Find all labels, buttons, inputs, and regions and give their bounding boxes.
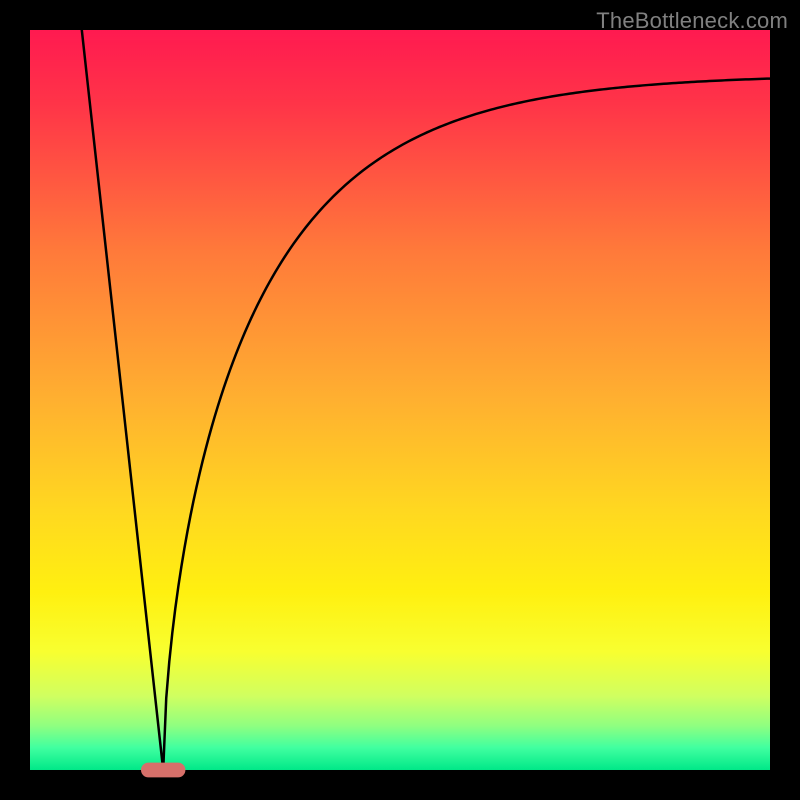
chart-container: TheBottleneck.com	[0, 0, 800, 800]
optimal-point-marker	[141, 763, 185, 778]
bottleneck-curve-chart	[0, 0, 800, 800]
plot-background-gradient	[30, 30, 770, 770]
watermark-text: TheBottleneck.com	[596, 8, 788, 34]
